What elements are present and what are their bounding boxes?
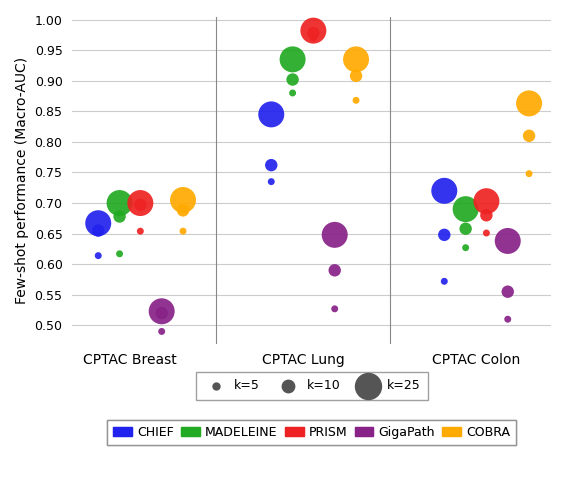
Point bbox=[440, 187, 449, 195]
Point bbox=[178, 206, 187, 214]
Point bbox=[503, 315, 512, 323]
Point bbox=[267, 178, 276, 185]
Point bbox=[115, 250, 124, 258]
Point bbox=[525, 170, 534, 177]
Point bbox=[461, 206, 470, 213]
Point bbox=[157, 309, 166, 317]
Point bbox=[525, 99, 534, 107]
Point bbox=[351, 72, 361, 80]
Point bbox=[351, 55, 361, 63]
Point bbox=[136, 201, 145, 209]
Point bbox=[309, 34, 318, 42]
Point bbox=[94, 252, 103, 260]
Point bbox=[94, 227, 103, 234]
Point bbox=[525, 132, 534, 140]
Y-axis label: Few-shot performance (Macro-AUC): Few-shot performance (Macro-AUC) bbox=[15, 56, 29, 304]
Point bbox=[482, 211, 491, 219]
Point bbox=[157, 307, 166, 315]
Point bbox=[115, 199, 124, 207]
Point bbox=[503, 288, 512, 295]
Point bbox=[309, 27, 318, 34]
Point bbox=[288, 89, 297, 97]
Point bbox=[461, 244, 470, 251]
Point bbox=[136, 228, 145, 235]
Point bbox=[351, 97, 361, 104]
Point bbox=[178, 228, 187, 235]
Point bbox=[440, 278, 449, 285]
Point bbox=[309, 29, 318, 37]
Legend: CHIEF, MADELEINE, PRISM, GigaPath, COBRA: CHIEF, MADELEINE, PRISM, GigaPath, COBRA bbox=[107, 420, 516, 445]
Point bbox=[288, 76, 297, 83]
Point bbox=[461, 225, 470, 233]
Point bbox=[482, 229, 491, 237]
Point bbox=[136, 199, 145, 207]
Point bbox=[267, 161, 276, 169]
Point bbox=[178, 196, 187, 204]
Point bbox=[482, 197, 491, 205]
Point bbox=[288, 55, 297, 63]
Point bbox=[115, 213, 124, 220]
Point bbox=[330, 231, 339, 239]
Point bbox=[440, 231, 449, 239]
Point bbox=[330, 305, 339, 313]
Point bbox=[330, 266, 339, 274]
Point bbox=[94, 219, 103, 227]
Point bbox=[157, 327, 166, 335]
Point bbox=[267, 110, 276, 118]
Point bbox=[503, 237, 512, 245]
